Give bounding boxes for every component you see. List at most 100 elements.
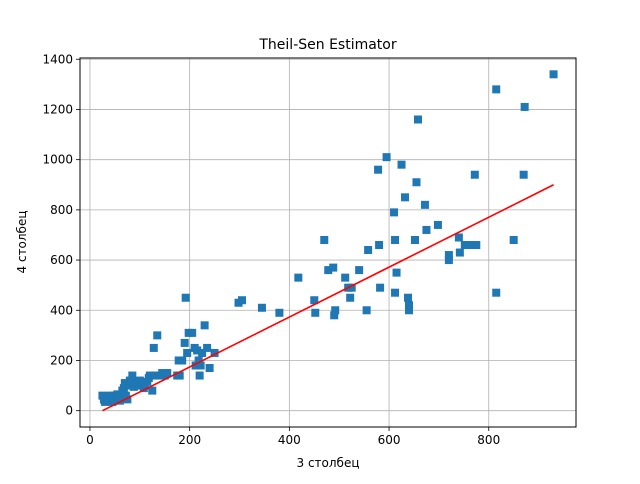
data-point <box>472 241 481 250</box>
data-point <box>198 348 207 357</box>
data-point <box>397 160 406 169</box>
data-point <box>275 308 284 317</box>
data-point <box>238 296 247 305</box>
y-tick-label: 800 <box>50 203 73 217</box>
data-point <box>210 348 219 357</box>
data-point <box>125 376 134 385</box>
data-point <box>412 178 421 187</box>
data-point <box>180 338 189 347</box>
data-point <box>320 235 329 244</box>
data-point <box>455 248 464 257</box>
data-point <box>331 306 340 315</box>
fit-line <box>102 184 554 412</box>
data-point <box>433 220 442 229</box>
data-point <box>178 356 187 365</box>
data-point <box>193 346 202 355</box>
data-point <box>444 256 453 265</box>
data-point <box>191 361 200 370</box>
y-tick-label: 1200 <box>42 102 73 116</box>
data-point <box>492 288 501 297</box>
data-point <box>294 273 303 282</box>
x-tick-label: 200 <box>178 433 201 447</box>
data-point <box>149 343 158 352</box>
data-point <box>150 371 159 380</box>
data-point <box>420 200 429 209</box>
data-point <box>128 371 137 380</box>
data-point <box>422 225 431 234</box>
y-tick-label: 0 <box>65 404 73 418</box>
data-point <box>195 371 204 380</box>
data-point <box>470 170 479 179</box>
data-point <box>183 348 192 357</box>
x-axis-label: 3 столбец <box>297 456 360 470</box>
x-tick-label: 600 <box>378 433 401 447</box>
data-point <box>454 233 463 242</box>
data-point <box>330 311 339 320</box>
y-tick-label: 1000 <box>42 153 73 167</box>
data-point <box>465 241 474 250</box>
data-point <box>390 208 399 217</box>
data-point <box>347 283 356 292</box>
data-point <box>329 263 338 272</box>
data-point <box>205 364 214 373</box>
data-point <box>116 394 125 403</box>
data-point <box>492 85 501 94</box>
data-point <box>181 293 190 302</box>
data-point <box>200 321 209 330</box>
data-point <box>413 115 422 124</box>
data-point <box>519 170 528 179</box>
data-point <box>153 331 162 340</box>
data-point <box>401 193 410 202</box>
data-point <box>324 266 333 275</box>
data-point <box>341 273 350 282</box>
data-point <box>310 296 319 305</box>
y-axis-ticks: 0 200 400 600 800 1000 1200 1400 <box>42 52 80 418</box>
data-point <box>133 381 142 390</box>
x-axis-ticks: 0 200 400 600 800 <box>86 427 500 447</box>
data-point <box>392 268 401 277</box>
data-point <box>382 153 391 162</box>
data-point <box>175 371 184 380</box>
data-point <box>444 251 453 260</box>
data-point <box>355 266 364 275</box>
data-point <box>549 70 558 79</box>
data-point <box>405 301 414 310</box>
x-tick-label: 400 <box>278 433 301 447</box>
data-point <box>362 306 371 315</box>
data-points <box>98 70 558 406</box>
data-point <box>346 293 355 302</box>
data-point <box>410 235 419 244</box>
data-point <box>203 343 212 352</box>
plot-frame <box>79 57 577 428</box>
grid-lines <box>80 58 576 427</box>
data-point <box>404 293 413 302</box>
data-point <box>257 303 266 312</box>
data-point <box>194 356 203 365</box>
data-point <box>119 384 128 393</box>
data-point <box>123 395 132 404</box>
data-point <box>188 328 197 337</box>
data-point <box>460 241 469 250</box>
y-axis-label: 4 столбец <box>15 211 29 274</box>
y-tick-label: 1400 <box>42 52 73 66</box>
data-point <box>391 288 400 297</box>
data-point <box>311 308 320 317</box>
data-point <box>163 369 172 378</box>
data-point <box>145 371 154 380</box>
y-tick-label: 400 <box>50 303 73 317</box>
data-point <box>405 306 414 315</box>
data-point <box>148 386 157 395</box>
chart-title: Theil-Sen Estimator <box>258 37 396 53</box>
data-point <box>509 235 518 244</box>
data-point <box>375 241 384 250</box>
x-tick-label: 0 <box>86 433 94 447</box>
data-point <box>364 246 373 255</box>
y-tick-label: 200 <box>50 353 73 367</box>
data-point <box>196 361 205 370</box>
x-tick-label: 800 <box>477 433 500 447</box>
data-point <box>391 235 400 244</box>
data-point <box>124 381 133 390</box>
